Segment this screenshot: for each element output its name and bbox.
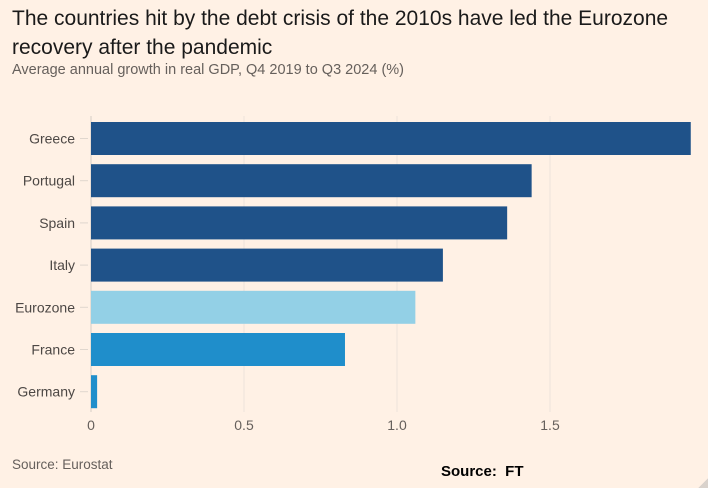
category-label: Eurozone	[15, 299, 75, 315]
category-label: France	[31, 342, 75, 358]
x-tick-label: 0	[87, 417, 95, 433]
category-labels: Greece Portugal Spain Italy Eurozone France Ge…	[15, 131, 88, 400]
category-label: Germany	[17, 384, 75, 400]
x-tick-label: 1.0	[387, 417, 407, 433]
bar-greece	[91, 122, 691, 155]
source-ft-note: Source: FT	[441, 463, 524, 480]
source-note: Source: Eurostat	[12, 457, 113, 472]
bar-germany	[91, 375, 98, 409]
bar-eurozone	[91, 290, 416, 324]
x-tick-label: 1.5	[540, 417, 560, 433]
x-axis-ticks: 0 0.5 1.0 1.5	[87, 417, 560, 433]
category-label: Spain	[39, 215, 75, 231]
category-label: Portugal	[23, 173, 75, 189]
bars	[91, 122, 691, 409]
category-label: Greece	[29, 131, 75, 147]
bar-italy	[91, 248, 443, 282]
bar-portugal	[91, 164, 532, 198]
resize-handle[interactable]	[698, 478, 708, 488]
x-tick-label: 0.5	[234, 417, 254, 433]
bar-spain	[91, 206, 508, 240]
chart-title: The countries hit by the debt crisis of …	[12, 7, 669, 59]
category-label: Italy	[49, 257, 75, 273]
chart-subtitle: Average annual growth in real GDP, Q4 20…	[12, 62, 405, 78]
bar-france	[91, 333, 345, 366]
